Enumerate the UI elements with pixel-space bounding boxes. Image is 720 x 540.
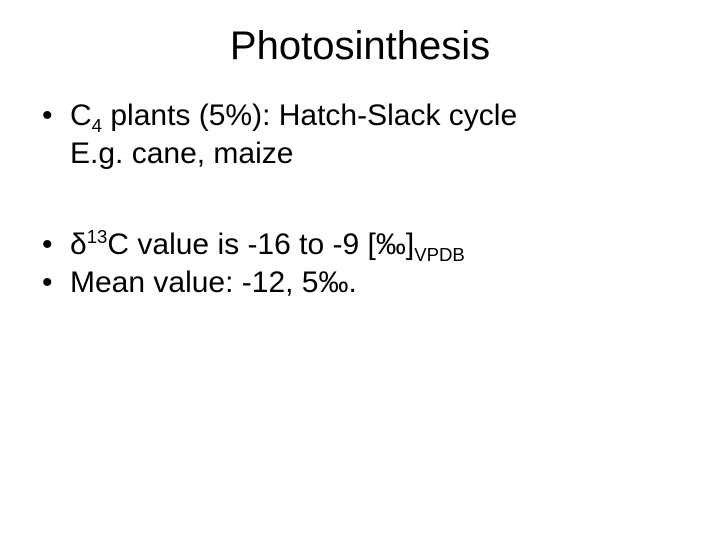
bullet-1: • C4 plants (5%): Hatch-Slack cycle bbox=[42, 97, 680, 135]
bullet-1-continuation: E.g. cane, maize bbox=[42, 135, 680, 173]
bullet-3-text: Mean value: -12, 5‰. bbox=[70, 264, 680, 302]
spacer bbox=[42, 172, 680, 226]
bullet-marker: • bbox=[42, 264, 70, 302]
bullet-marker: • bbox=[42, 97, 70, 135]
slide: Photosinthesis • C4 plants (5%): Hatch-S… bbox=[0, 0, 720, 540]
bullet-1-prefix: C bbox=[70, 99, 92, 132]
slide-title: Photosinthesis bbox=[0, 0, 720, 79]
bullet-2-text: δ13C value is -16 to -9 [‰]VPDB bbox=[70, 226, 680, 264]
bullet-2-sub: VPDB bbox=[414, 244, 465, 265]
bullet-3: • Mean value: -12, 5‰. bbox=[42, 264, 680, 302]
bullet-1-rest: plants (5%): Hatch-Slack cycle bbox=[102, 99, 517, 132]
bullet-2-delta: δ bbox=[70, 228, 87, 261]
bullet-1-sub: 4 bbox=[92, 115, 102, 136]
bullet-1-text: C4 plants (5%): Hatch-Slack cycle bbox=[70, 97, 680, 135]
bullet-2: • δ13C value is -16 to -9 [‰]VPDB bbox=[42, 226, 680, 264]
bullet-marker: • bbox=[42, 226, 70, 264]
slide-body: • C4 plants (5%): Hatch-Slack cycle E.g.… bbox=[0, 79, 720, 301]
bullet-2-sup: 13 bbox=[87, 226, 108, 247]
bullet-2-mid: C value is -16 to -9 [‰] bbox=[107, 228, 414, 261]
